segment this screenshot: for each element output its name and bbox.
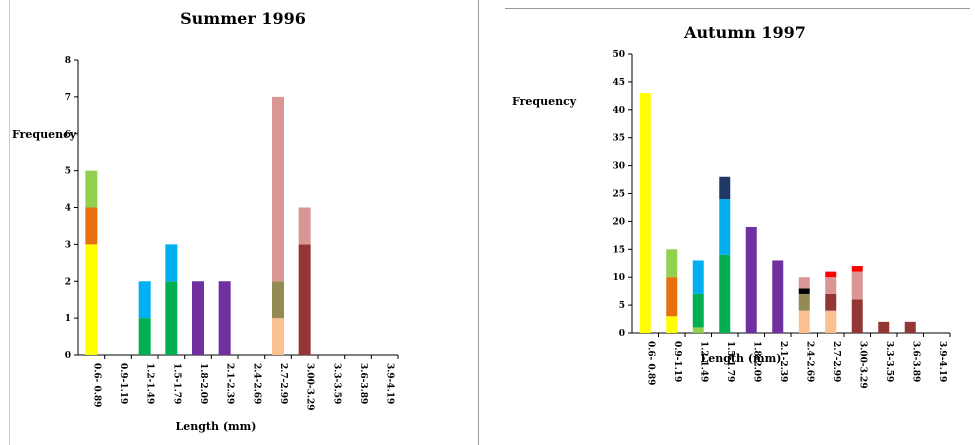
y-tick-label: 7	[65, 93, 71, 103]
summer-1996-chart: Summer 1996 Frequency 0 1 2 3 4 5 6 7 8 0.6- 0.89 0.…	[12, 9, 399, 433]
bar-segment	[825, 310, 837, 333]
autumn-1997-chart: Autumn 1997 Frequency 0 5 10 15 20 25 30 35 40 45 50…	[512, 23, 951, 389]
y-tick-label: 4	[65, 204, 71, 214]
bar-segment	[85, 244, 98, 355]
x-tick-label: 2.1-2.39	[225, 363, 235, 404]
x-tick-label: 3.9-4.19	[385, 363, 395, 404]
y-tick-label: 3	[65, 240, 71, 250]
panel-top-border	[505, 8, 970, 9]
x-tick-label: 3.00-3.29	[857, 341, 867, 389]
y-tick-label: 6	[65, 130, 71, 140]
y-tick-label: 8	[65, 56, 71, 66]
x-tick-label: 3.9-4.19	[937, 341, 947, 382]
x-tick-label: 1.5-1.79	[725, 341, 735, 382]
bar-segment	[825, 277, 837, 294]
bar-segment	[192, 281, 204, 355]
bar-segment	[825, 271, 837, 278]
x-tick-label: 1.2-1.49	[145, 363, 155, 404]
bar-segment	[851, 266, 863, 272]
y-tick-label: 40	[612, 106, 625, 116]
y-tick-label: 0	[65, 351, 71, 361]
bar-segment	[692, 293, 704, 328]
y-axis-label: Frequency	[512, 95, 577, 108]
bar-segment	[138, 281, 151, 319]
x-tick-label: 0.9-1.19	[118, 363, 128, 404]
bar-segment	[165, 244, 178, 282]
x-axis-label: Length (mm)	[175, 420, 256, 433]
bar-segment	[666, 249, 678, 278]
bar-segment	[851, 271, 863, 300]
x-tick-label: 3.3-3.59	[884, 341, 894, 382]
x-tick-label: 2.4-2.69	[804, 341, 814, 382]
bar-segment	[745, 226, 757, 333]
bar-segment	[298, 207, 311, 245]
x-axis-label: Length (mm)	[700, 352, 781, 365]
y-tick-label: 5	[65, 167, 71, 177]
panel-divider	[478, 0, 479, 445]
bar-segment	[719, 176, 731, 200]
bar-segment	[798, 277, 810, 289]
bar-segment	[719, 199, 731, 255]
bar-segment	[165, 281, 178, 355]
x-tick-label: 1.8-2.09	[751, 341, 761, 382]
bar-segment	[878, 321, 890, 333]
x-tick-label: 0.6- 0.89	[645, 341, 655, 385]
y-tick-label: 15	[612, 245, 625, 255]
x-tick-label: 1.2-1.49	[698, 341, 708, 382]
bar-segment	[666, 277, 678, 317]
chart-title: Autumn 1997	[683, 23, 806, 42]
bar-segment	[904, 321, 916, 333]
x-tick-label: 0.9-1.19	[672, 341, 682, 382]
x-tick-label: 1.5-1.79	[171, 363, 181, 404]
x-tick-label: 2.1-2.39	[778, 341, 788, 382]
y-tick-label: 0	[619, 329, 625, 339]
y-tick-label: 1	[65, 314, 71, 324]
x-tick-label: 2.4-2.69	[251, 363, 261, 404]
y-axis-label: Frequency	[12, 128, 77, 141]
bar-segment	[666, 316, 678, 333]
y-tick-label: 5	[619, 301, 625, 311]
bar-segment	[825, 293, 837, 311]
x-tick-label: 0.6- 0.89	[91, 363, 101, 407]
y-tick-label: 30	[612, 162, 625, 172]
bar-segment	[85, 207, 98, 245]
y-tick-label: 2	[65, 277, 71, 287]
bar-segment	[692, 260, 704, 294]
bar-segment	[692, 327, 704, 333]
bar-segment	[772, 260, 784, 333]
bar-segment	[639, 93, 651, 333]
y-tick-label: 25	[612, 190, 625, 200]
bar-segment	[218, 281, 231, 355]
x-tick-label: 3.6-3.89	[358, 363, 368, 404]
x-tick-label: 1.8-2.09	[198, 363, 208, 404]
bar-segment	[298, 244, 311, 355]
y-tick-label: 10	[612, 273, 625, 283]
y-tick-label: 20	[612, 217, 625, 227]
x-tick-label: 3.6-3.89	[910, 341, 920, 382]
x-tick-label: 2.7-2.99	[278, 363, 288, 404]
x-tick-label: 3.00-3.29	[305, 363, 315, 411]
y-tick-label: 50	[612, 50, 625, 60]
x-tick-label: 3.3-3.59	[331, 363, 341, 404]
chart-title: Summer 1996	[180, 9, 306, 28]
y-tick-label: 45	[612, 78, 625, 88]
x-tick-label: 2.7-2.99	[831, 341, 841, 382]
bar-segment	[798, 288, 810, 294]
panel-left-border	[9, 0, 10, 445]
bar-segment	[851, 299, 863, 333]
bar-segment	[272, 281, 284, 319]
bar-segment	[138, 318, 151, 355]
bar-segment	[798, 310, 810, 333]
bar-segment	[272, 96, 284, 282]
y-tick-label: 35	[612, 134, 625, 144]
bar-segment	[272, 318, 284, 355]
bar-segment	[719, 254, 731, 333]
bar-segment	[798, 293, 810, 311]
bar-segment	[85, 170, 98, 208]
